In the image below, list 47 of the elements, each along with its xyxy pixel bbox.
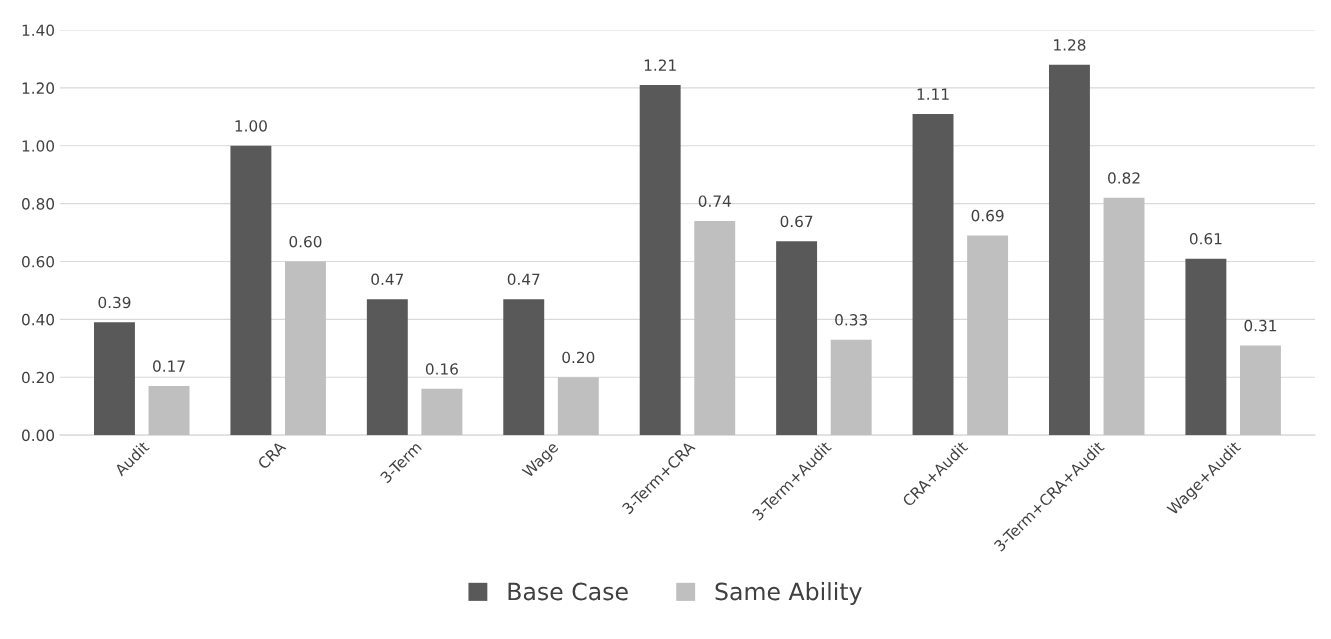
bar <box>230 145 272 436</box>
data-label: 0.33 <box>835 314 867 326</box>
y-tick-label: 0.20 <box>22 371 55 384</box>
bar <box>1185 258 1227 436</box>
data-label: 0.47 <box>371 273 404 286</box>
data-label: 0.20 <box>562 351 595 364</box>
bar <box>967 235 1009 436</box>
bar <box>148 385 190 436</box>
bar <box>1239 345 1281 436</box>
y-tick-label: 1.20 <box>22 82 55 94</box>
y-tick-label: 1.40 <box>22 24 55 37</box>
data-label: 1.28 <box>1054 39 1086 51</box>
data-label: 0.31 <box>1244 319 1277 332</box>
data-label: 0.60 <box>289 235 322 248</box>
data-label: 1.21 <box>644 59 676 71</box>
bar <box>503 299 545 436</box>
y-tick-label: 0.40 <box>22 313 55 326</box>
data-label: 0.17 <box>153 360 185 372</box>
data-label: 0.74 <box>698 195 731 207</box>
data-label: 0.82 <box>1108 172 1140 184</box>
data-label: 0.69 <box>971 209 1004 222</box>
legend-label: Base Case <box>508 582 628 601</box>
data-label: 0.16 <box>425 363 458 375</box>
bar <box>1048 64 1090 436</box>
bar <box>830 339 872 436</box>
legend-label: Same Ability <box>715 582 862 605</box>
bar <box>557 377 599 436</box>
data-label: 1.11 <box>917 88 949 100</box>
data-label: 0.61 <box>1189 233 1222 245</box>
data-label: 0.67 <box>780 215 813 228</box>
y-tick-label: 0.60 <box>22 256 55 268</box>
y-tick-label: 1.00 <box>22 140 55 152</box>
bar <box>366 299 408 436</box>
bar <box>94 322 135 436</box>
data-label: 1.00 <box>235 120 267 132</box>
bar <box>639 85 681 436</box>
bar <box>912 113 954 436</box>
data-label: 0.47 <box>507 273 540 286</box>
bar <box>776 241 818 436</box>
y-tick-label: 0.00 <box>22 429 55 442</box>
x-tick-label: CRA <box>256 440 287 470</box>
data-label: 0.39 <box>98 296 131 309</box>
bar <box>285 261 326 436</box>
bar <box>421 388 463 436</box>
y-tick-label: 0.80 <box>22 198 55 210</box>
bar <box>694 221 736 436</box>
bar <box>1103 197 1145 436</box>
